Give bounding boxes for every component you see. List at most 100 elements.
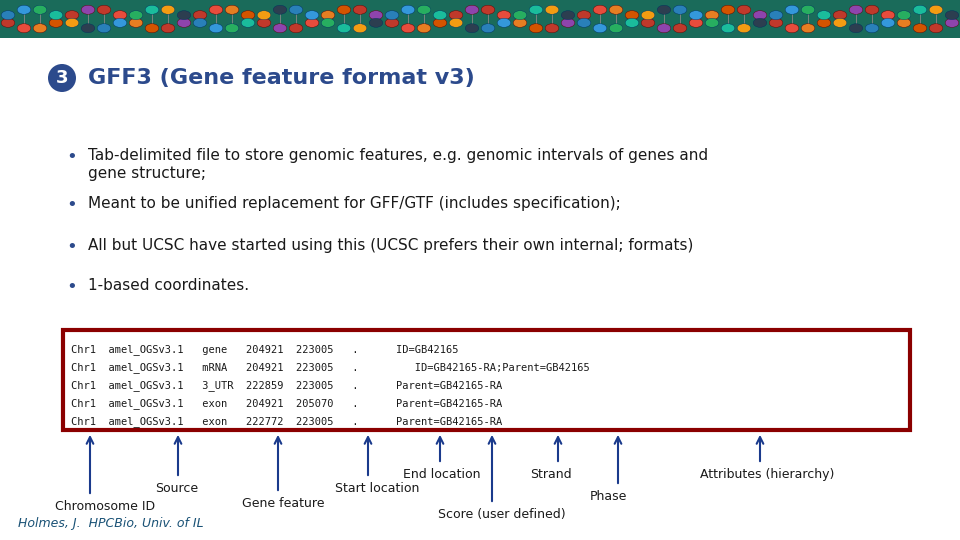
Ellipse shape — [850, 5, 863, 14]
Ellipse shape — [545, 5, 559, 14]
Ellipse shape — [433, 11, 446, 19]
Ellipse shape — [209, 5, 223, 14]
Ellipse shape — [353, 5, 367, 14]
Ellipse shape — [97, 24, 110, 33]
Ellipse shape — [385, 11, 398, 19]
Ellipse shape — [289, 5, 302, 14]
Ellipse shape — [226, 24, 239, 33]
Ellipse shape — [178, 11, 191, 19]
Text: Tab-delimited file to store genomic features, e.g. genomic intervals of genes an: Tab-delimited file to store genomic feat… — [88, 148, 708, 163]
Ellipse shape — [257, 11, 271, 19]
Ellipse shape — [497, 11, 511, 19]
Text: Meant to be unified replacement for GFF/GTF (includes specification);: Meant to be unified replacement for GFF/… — [88, 196, 621, 211]
Ellipse shape — [370, 11, 383, 19]
Ellipse shape — [865, 5, 878, 14]
Text: Chr1  amel_OGSv3.1   3_UTR  222859  223005   .      Parent=GB42165-RA: Chr1 amel_OGSv3.1 3_UTR 222859 223005 . … — [71, 380, 502, 391]
Ellipse shape — [466, 24, 479, 33]
Ellipse shape — [769, 11, 782, 19]
Ellipse shape — [545, 24, 559, 33]
Text: Chr1  amel_OGSv3.1   mRNA   204921  223005   .         ID=GB42165-RA;Parent=GB42: Chr1 amel_OGSv3.1 mRNA 204921 223005 . I… — [71, 362, 589, 373]
Ellipse shape — [418, 5, 431, 14]
Ellipse shape — [785, 5, 799, 14]
Text: 3: 3 — [56, 69, 68, 87]
Ellipse shape — [305, 18, 319, 28]
Ellipse shape — [833, 11, 847, 19]
Ellipse shape — [577, 18, 590, 28]
Text: 1-based coordinates.: 1-based coordinates. — [88, 278, 250, 293]
Ellipse shape — [850, 24, 863, 33]
Text: •: • — [66, 278, 78, 296]
Ellipse shape — [178, 18, 191, 28]
Ellipse shape — [562, 11, 575, 19]
Ellipse shape — [385, 18, 398, 28]
Ellipse shape — [706, 18, 719, 28]
Ellipse shape — [833, 18, 847, 28]
Ellipse shape — [610, 24, 623, 33]
Ellipse shape — [481, 5, 494, 14]
Text: GFF3 (Gene feature format v3): GFF3 (Gene feature format v3) — [88, 68, 475, 88]
Ellipse shape — [113, 18, 127, 28]
Ellipse shape — [353, 24, 367, 33]
Text: Source: Source — [155, 482, 198, 495]
Ellipse shape — [65, 18, 79, 28]
Text: Holmes, J.  HPCBio, Univ. of IL: Holmes, J. HPCBio, Univ. of IL — [18, 517, 204, 530]
Ellipse shape — [946, 11, 959, 19]
Ellipse shape — [610, 5, 623, 14]
Ellipse shape — [48, 64, 76, 92]
Ellipse shape — [881, 18, 895, 28]
Ellipse shape — [929, 24, 943, 33]
Ellipse shape — [418, 24, 431, 33]
Ellipse shape — [274, 24, 287, 33]
Ellipse shape — [593, 5, 607, 14]
Ellipse shape — [514, 18, 527, 28]
Ellipse shape — [161, 5, 175, 14]
Text: Phase: Phase — [590, 490, 628, 503]
Ellipse shape — [625, 11, 638, 19]
Ellipse shape — [673, 24, 686, 33]
Text: End location: End location — [403, 468, 481, 481]
Ellipse shape — [241, 18, 254, 28]
Ellipse shape — [481, 24, 494, 33]
Text: Attributes (hierarchy): Attributes (hierarchy) — [700, 468, 834, 481]
Text: Chromosome ID: Chromosome ID — [55, 500, 156, 513]
Ellipse shape — [145, 5, 158, 14]
Ellipse shape — [514, 11, 527, 19]
Ellipse shape — [658, 24, 671, 33]
Ellipse shape — [658, 5, 671, 14]
Ellipse shape — [401, 5, 415, 14]
Ellipse shape — [289, 24, 302, 33]
Ellipse shape — [881, 11, 895, 19]
Ellipse shape — [370, 18, 383, 28]
Ellipse shape — [226, 5, 239, 14]
Ellipse shape — [449, 11, 463, 19]
Ellipse shape — [593, 24, 607, 33]
Ellipse shape — [898, 18, 911, 28]
Text: Chr1  amel_OGSv3.1   gene   204921  223005   .      ID=GB42165: Chr1 amel_OGSv3.1 gene 204921 223005 . I… — [71, 344, 459, 355]
Ellipse shape — [113, 11, 127, 19]
Text: gene structure;: gene structure; — [88, 166, 206, 181]
Ellipse shape — [34, 5, 47, 14]
Ellipse shape — [497, 18, 511, 28]
FancyBboxPatch shape — [63, 330, 910, 430]
Ellipse shape — [721, 24, 734, 33]
Ellipse shape — [274, 5, 287, 14]
Ellipse shape — [17, 24, 31, 33]
Ellipse shape — [769, 18, 782, 28]
Ellipse shape — [641, 18, 655, 28]
Ellipse shape — [913, 24, 926, 33]
Ellipse shape — [241, 11, 254, 19]
Ellipse shape — [322, 11, 335, 19]
Ellipse shape — [817, 11, 830, 19]
Ellipse shape — [337, 24, 350, 33]
Text: Strand: Strand — [530, 468, 571, 481]
Ellipse shape — [641, 11, 655, 19]
Ellipse shape — [34, 24, 47, 33]
Ellipse shape — [737, 5, 751, 14]
Ellipse shape — [913, 5, 926, 14]
Ellipse shape — [17, 5, 31, 14]
Ellipse shape — [754, 18, 767, 28]
Ellipse shape — [946, 18, 959, 28]
Ellipse shape — [1, 18, 14, 28]
Ellipse shape — [257, 18, 271, 28]
Ellipse shape — [865, 24, 878, 33]
